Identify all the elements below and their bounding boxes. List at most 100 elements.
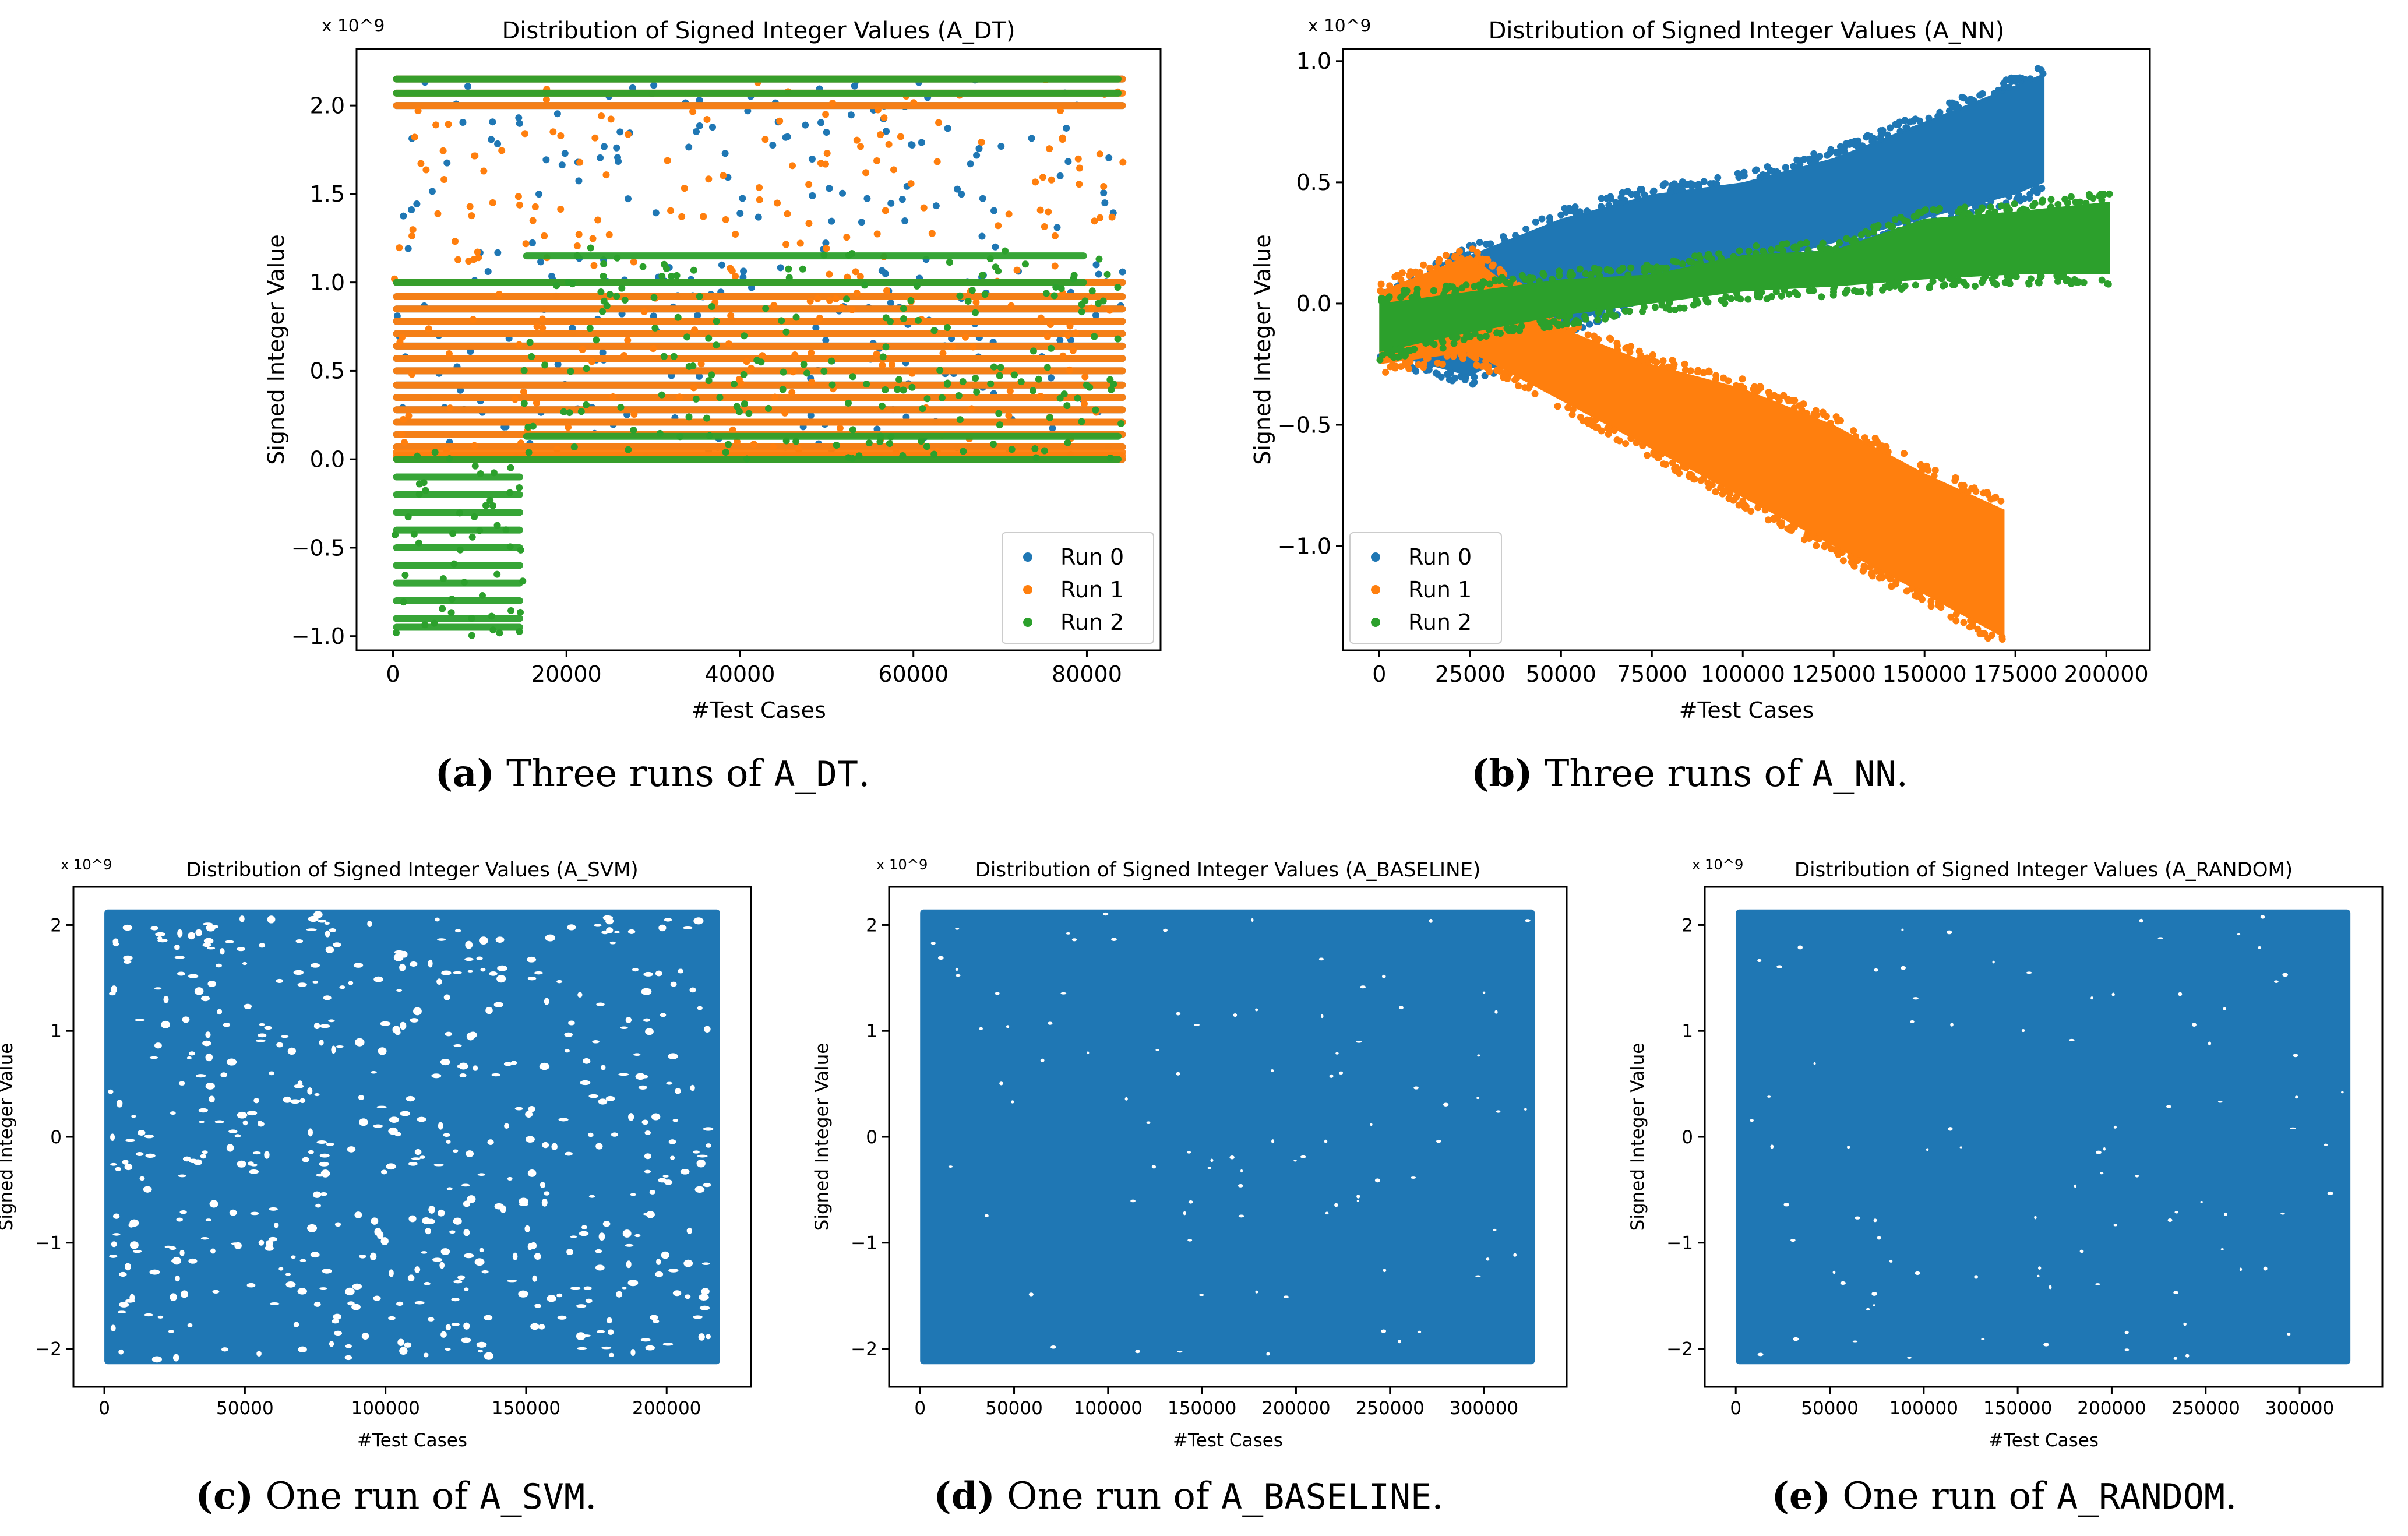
gap: [435, 917, 440, 922]
gap: [664, 918, 672, 922]
gap: [632, 967, 639, 972]
point: [844, 273, 851, 281]
gap: [1177, 1350, 1183, 1353]
point: [968, 405, 975, 413]
point: [959, 378, 967, 385]
point: [1974, 625, 1982, 633]
point: [1930, 472, 1938, 480]
gap: [386, 1163, 396, 1170]
band-run-2-13: [523, 252, 1087, 260]
point: [823, 129, 830, 136]
gap: [930, 942, 936, 945]
point: [2021, 195, 2028, 203]
series-b-run-2: [1376, 190, 2113, 364]
point: [852, 268, 859, 276]
caption-e-label: (e): [1771, 1474, 1831, 1518]
caption-a-text: Three runs of: [506, 752, 763, 795]
point: [539, 315, 547, 323]
point: [1833, 149, 1841, 157]
gap: [285, 1281, 296, 1288]
gap: [122, 1160, 129, 1165]
gap: [608, 1329, 614, 1336]
point: [541, 232, 548, 239]
gap: [556, 980, 563, 984]
point: [1539, 270, 1547, 277]
point: [1078, 301, 1085, 308]
point: [919, 405, 926, 413]
gap: [312, 980, 319, 984]
point: [1734, 170, 1741, 177]
point: [759, 352, 766, 360]
gap: [706, 1143, 711, 1148]
point: [414, 452, 421, 460]
point: [1445, 259, 1452, 266]
gap: [616, 1291, 623, 1298]
caption-b-code: A_NN: [1812, 754, 1896, 795]
point: [1461, 376, 1469, 384]
point: [1903, 587, 1910, 595]
point: [1931, 467, 1939, 474]
exponent-label: x 10^9: [1692, 857, 1743, 873]
gap: [326, 1142, 334, 1146]
gap: [2287, 1333, 2291, 1336]
point: [1659, 363, 1666, 371]
point: [482, 502, 489, 509]
gap: [698, 1333, 705, 1341]
point: [466, 203, 474, 210]
point: [1649, 351, 1656, 358]
gap: [315, 1203, 322, 1208]
point: [1021, 260, 1029, 268]
point: [1814, 535, 1821, 542]
gap: [325, 930, 330, 938]
gap: [1163, 928, 1168, 932]
gap: [388, 1127, 398, 1135]
x-tick-label: 50000: [1526, 661, 1596, 687]
gap: [318, 919, 326, 923]
point: [1577, 414, 1584, 421]
gap: [438, 1209, 445, 1217]
point: [828, 357, 835, 365]
point: [1681, 367, 1689, 374]
x-tick-label: 125000: [1792, 661, 1876, 687]
gap: [545, 934, 556, 942]
gap: [139, 1176, 145, 1181]
point: [863, 195, 871, 202]
point: [1619, 265, 1627, 272]
point: [1078, 418, 1085, 425]
gap: [308, 1150, 314, 1154]
gap: [696, 1159, 706, 1168]
point: [861, 281, 869, 289]
gap: [2111, 992, 2115, 996]
point: [856, 273, 864, 280]
gap: [1411, 1176, 1416, 1179]
point: [583, 401, 590, 408]
point: [405, 412, 413, 420]
point: [849, 373, 856, 381]
point: [517, 608, 524, 616]
gap: [217, 1009, 223, 1015]
point: [1043, 333, 1051, 340]
gap: [1011, 1100, 1014, 1104]
gap: [202, 943, 211, 947]
point: [956, 416, 964, 424]
point: [1473, 249, 1481, 256]
exponent-label: x 10^9: [876, 857, 928, 873]
gap: [662, 1343, 674, 1346]
gap: [281, 1035, 289, 1038]
gap: [186, 1056, 192, 1060]
point: [2106, 190, 2113, 198]
point: [1559, 321, 1566, 329]
point: [1676, 304, 1684, 312]
point: [489, 502, 496, 509]
chart-title: Distribution of Signed Integer Values (A…: [1489, 17, 2005, 44]
point: [1050, 292, 1058, 300]
point: [1812, 156, 1820, 164]
point: [967, 160, 974, 168]
point: [1810, 150, 1818, 157]
gap: [527, 976, 537, 981]
gap: [630, 1349, 636, 1356]
point: [995, 410, 1003, 417]
x-tick-label: 150000: [492, 1398, 560, 1419]
point: [1076, 164, 1084, 172]
band-run-1-2: [393, 449, 1126, 456]
